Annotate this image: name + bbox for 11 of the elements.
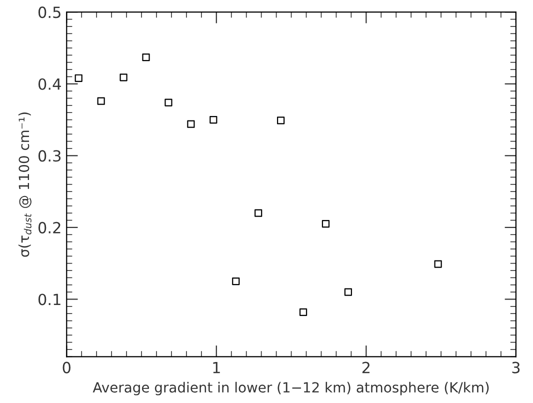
x-tick-label: 3 <box>512 362 520 374</box>
x-axis-title: Average gradient in lower (1−12 km) atmosphere (K/km) <box>92 382 489 396</box>
y-tick-label: 0.4 <box>38 78 61 90</box>
y-tick-label: 0.2 <box>38 222 60 234</box>
y-axis-title: σ(τ$_{dust}$ @ 1100 cm⁻¹) <box>18 112 32 257</box>
x-tick-label: 2 <box>362 362 370 374</box>
y-tick-label: 0.3 <box>38 150 61 162</box>
y-tick-label: 0.1 <box>38 294 60 306</box>
x-tick-label: 1 <box>213 362 220 374</box>
y-tick-label: 0.5 <box>38 6 60 18</box>
x-tick-label: 0 <box>62 362 70 374</box>
